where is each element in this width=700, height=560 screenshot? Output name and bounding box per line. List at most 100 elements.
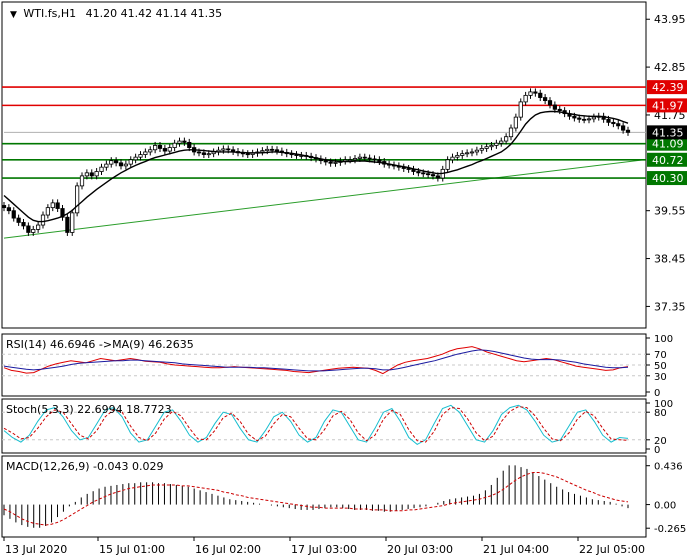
candle	[460, 150, 465, 159]
candle-body	[260, 150, 265, 153]
candle-body	[201, 152, 206, 155]
stoch-tick-label: 100	[654, 399, 673, 410]
candle-body	[16, 217, 21, 223]
candle	[328, 158, 333, 167]
level-tag-label: 42.39	[652, 81, 684, 94]
candle-body	[31, 228, 36, 233]
candle-body	[114, 160, 119, 164]
candle-body	[508, 127, 514, 138]
rsi-tick-label: 30	[654, 372, 667, 383]
level-tag	[647, 80, 687, 95]
candle	[504, 133, 509, 145]
candle	[557, 105, 562, 115]
rsi-series-1	[3, 349, 629, 372]
candle-body	[79, 175, 85, 187]
candle	[50, 199, 55, 212]
candle	[245, 150, 250, 159]
candle	[513, 113, 518, 132]
stoch-signal-line	[3, 406, 629, 443]
candle-body	[455, 155, 460, 158]
candle-body	[157, 145, 163, 149]
candle-body	[621, 125, 626, 131]
candle-body	[21, 222, 26, 227]
rsi-tick-label: 50	[654, 361, 667, 372]
candle-body	[109, 160, 114, 165]
candle	[352, 154, 358, 164]
candle-body	[513, 116, 518, 129]
candle	[494, 139, 499, 149]
candle-body	[45, 207, 50, 216]
candle-body	[75, 185, 80, 214]
candle-body	[552, 104, 557, 110]
candle	[123, 160, 128, 170]
price-tick-label: 37.35	[654, 300, 686, 313]
ohlc-label: 41.20 41.42 41.14 41.35	[86, 7, 222, 20]
candle	[104, 160, 109, 171]
candle-body	[450, 156, 455, 161]
level-tag-label: 40.30	[652, 172, 684, 185]
candle-body	[270, 148, 275, 151]
candle-body	[84, 172, 89, 177]
candle-body	[357, 156, 362, 159]
candle	[528, 88, 533, 99]
candle	[469, 148, 475, 157]
candle	[538, 89, 543, 102]
candle-body	[55, 202, 60, 209]
candle	[621, 122, 626, 134]
candle	[479, 144, 484, 154]
candle-body	[221, 148, 226, 151]
candle-body	[430, 174, 436, 177]
candle-body	[484, 146, 489, 149]
candle	[406, 165, 411, 173]
candle-body	[328, 161, 333, 164]
price-layer	[1, 86, 646, 239]
level-tag	[647, 171, 687, 186]
candle-body	[94, 171, 99, 177]
candle-body	[182, 140, 187, 143]
level-tag	[647, 98, 687, 113]
candle-body	[323, 160, 328, 163]
candle	[455, 151, 460, 161]
candle	[616, 120, 621, 130]
macd-tick-label: 0.436	[654, 462, 683, 473]
candle-body	[499, 140, 504, 144]
candle-body	[557, 108, 562, 112]
candle	[40, 211, 46, 229]
candle	[118, 159, 124, 170]
candle-body	[11, 210, 16, 219]
candle-body	[6, 207, 11, 212]
candle-body	[625, 129, 631, 133]
candle-body	[265, 148, 270, 152]
candle	[450, 153, 455, 164]
candle	[138, 151, 143, 161]
candle	[333, 158, 338, 167]
candle-body	[445, 159, 450, 170]
candle	[148, 146, 153, 156]
candle	[523, 91, 528, 106]
candle-body	[143, 151, 148, 155]
candle	[591, 113, 596, 123]
candle	[177, 137, 182, 147]
candle-body	[426, 173, 431, 176]
candle	[153, 141, 158, 154]
candle	[36, 221, 41, 233]
dropdown-arrow-icon[interactable]: ▼	[10, 10, 17, 20]
macd-signal-line	[3, 472, 629, 526]
candle	[70, 209, 75, 236]
candle-body	[148, 149, 153, 153]
candle-body	[60, 208, 65, 218]
candle	[94, 168, 99, 180]
candle	[182, 137, 187, 146]
candle-body	[333, 161, 338, 164]
candle-body	[469, 151, 475, 154]
candle-body	[479, 148, 484, 151]
candle-body	[406, 168, 411, 170]
axis-layer: 43.9542.8541.7539.5538.4537.3542.3941.97…	[3, 13, 687, 556]
price-tick-label: 39.55	[654, 205, 686, 218]
candle-body	[245, 153, 250, 156]
stoch-tick-label: 20	[654, 436, 667, 447]
candle-body	[606, 118, 611, 123]
macd-tick-label: -0.265	[654, 524, 686, 535]
candle	[625, 126, 631, 136]
candle-body	[377, 159, 382, 162]
